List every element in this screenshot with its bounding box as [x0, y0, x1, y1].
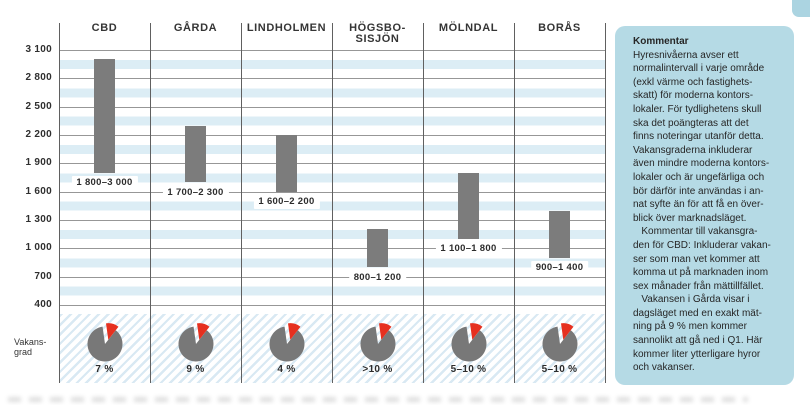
column-header: HÖGSBO- SISJÖN [349, 22, 406, 45]
pie-occupied-slice [177, 326, 213, 362]
pie-vacancy-slice [378, 323, 391, 340]
pie-vacancy-slice [105, 323, 118, 340]
pie-occupied-slice [86, 326, 122, 362]
comment-line: normalintervall i varje område [633, 63, 765, 75]
pie-vacancy-slice [287, 323, 300, 340]
pie-occupied-slice [268, 326, 304, 362]
range-label: 1 600–2 200 [253, 195, 320, 210]
column-divider [605, 23, 606, 383]
pie-vacancy-slice [560, 323, 573, 340]
y-tick-label: 400 [34, 299, 52, 310]
range-bar [185, 125, 206, 183]
vacancy-pie [541, 323, 577, 362]
comment-line: lokaler. För tydlighetens skull [633, 103, 762, 115]
pie-vacancy-slice [469, 323, 482, 340]
vacancy-row-label: Vakans- grad [14, 337, 47, 357]
vacancy-pie [86, 323, 122, 362]
comment-box: Kommentar Hyresnivåerna avser ett normali… [615, 26, 794, 385]
vacancy-percent-label: 4 % [277, 364, 296, 375]
column-header: CBD [91, 22, 118, 34]
vacancy-pie [450, 323, 486, 362]
comment-line: lokaler och är ungefärliga och [633, 171, 765, 183]
vacancy-pie [359, 323, 395, 362]
pie-vacancy-slice [196, 323, 209, 340]
y-tick-label: 2 500 [25, 100, 52, 112]
comment-line: Hyresnivåerna avser ett [633, 49, 739, 61]
y-tick-label: 700 [34, 270, 52, 282]
column-header: LINDHOLMEN [246, 22, 327, 34]
column-divider [150, 23, 151, 383]
comment-text: Hyresnivåerna avser ett normalintervall i… [633, 49, 786, 375]
range-label: 1 700–2 300 [162, 185, 229, 200]
range-bar [458, 172, 479, 239]
y-tick-label: 1 000 [25, 242, 52, 254]
cropped-box-fragment [792, 0, 810, 17]
comment-line: nat syfte än för att få en över- [633, 199, 764, 211]
y-tick-label: 2 800 [25, 72, 52, 84]
pie-occupied-slice [541, 326, 577, 362]
comment-line: ser som man vet kommer att [633, 253, 760, 265]
range-bar [549, 210, 570, 258]
range-label: 900–1 400 [530, 261, 589, 276]
range-label: 800–1 200 [348, 270, 407, 285]
comment-line: även mindre moderna kontors- [633, 158, 770, 170]
comment-line: den för CBD: Inkluderar vakan- [633, 239, 771, 251]
vacancy-percent-label: 9 % [186, 364, 205, 375]
vacancy-percent-label: 7 % [95, 364, 114, 375]
comment-line: ska det poängteras att det [633, 117, 749, 129]
y-tick-label: 3 100 [25, 44, 52, 55]
column-header: MÖLNDAL [438, 22, 499, 34]
y-tick-label: 1 300 [25, 214, 52, 225]
comment-line: komma ut på marknaden inom [633, 267, 769, 279]
cropped-text-strip [8, 397, 748, 402]
column-divider [514, 23, 515, 383]
comment-line: blick över marknadsläget. [633, 212, 747, 224]
range-label: 1 100–1 800 [435, 242, 502, 257]
comment-line: dagsläget med en exakt mät- [633, 307, 762, 319]
y-tick-label: 1 600 [25, 185, 52, 197]
comment-line: sex månader från mättillfället. [633, 280, 764, 292]
column-divider [59, 23, 60, 383]
comment-line: kommer liter ytterligare hyror [633, 348, 761, 360]
pie-occupied-slice [450, 326, 486, 362]
range-bar [367, 229, 388, 268]
comment-line: Vakansgraderna inkluderar [633, 144, 753, 156]
comment-line: bör därför inte användas i an- [633, 185, 764, 197]
column-header: BORÅS [538, 22, 581, 34]
comment-title: Kommentar [633, 36, 689, 47]
vacancy-percent-label: >10 % [362, 364, 393, 375]
vacancy-pie [177, 323, 213, 362]
vacancy-percent-label: 5–10 % [450, 364, 487, 375]
y-tick-label: 1 900 [25, 157, 52, 169]
comment-line: sannolikt att gå ned i Q1. Här [633, 335, 763, 347]
comment-line: och vakanser. [633, 362, 695, 374]
range-bar [276, 135, 297, 192]
comment-line: ning på 9 % men kommer [633, 321, 747, 333]
comment-line: (exkl värme och fastighets- [633, 76, 753, 88]
column-divider [241, 23, 242, 383]
range-label: 1 800–3 000 [71, 176, 138, 191]
y-tick-label: 2 200 [25, 129, 52, 140]
range-bar [94, 59, 115, 173]
vacancy-pie [268, 323, 304, 362]
pie-occupied-slice [359, 326, 395, 362]
comment-line: Kommentar till vakansgra- [633, 226, 758, 238]
column-divider [423, 23, 424, 383]
column-header: GÅRDA [173, 22, 218, 34]
vacancy-percent-label: 5–10 % [541, 364, 578, 375]
comment-line: finns noteringar utanför detta. [633, 131, 764, 143]
comment-line: Vakansen i Gårda visar i [633, 294, 750, 306]
column-divider [332, 23, 333, 383]
comment-line: skatt) för moderna kontors- [633, 90, 754, 102]
